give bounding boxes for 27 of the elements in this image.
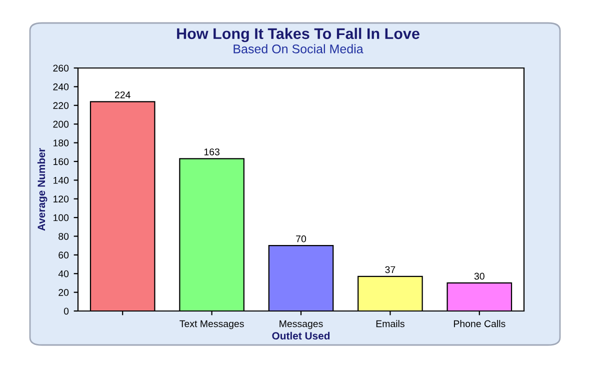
x-tick-label: Phone Calls [454,320,506,328]
y-tick-label: 160 [53,158,69,166]
data-label: 70 [296,235,306,242]
y-tick-label: 260 [53,64,69,72]
y-tick-label: 40 [58,270,69,278]
y-tick-label: 120 [53,196,69,202]
data-label: 224 [114,91,130,98]
data-label: 30 [474,272,484,280]
data-label: 37 [385,266,396,274]
x-axis-title: Outlet Used [272,332,330,340]
y-axis-title: Average Number [37,148,48,231]
x-tick-label: Messages [280,320,323,330]
y-tick-label: 80 [58,232,69,240]
y-tick-label: 140 [53,176,69,184]
y-tick-label: 20 [58,289,69,296]
y-tick-label: 0 [64,308,69,315]
y-tick-label: 240 [53,83,69,90]
y-tick-label: 200 [53,120,69,128]
chart-subtitle: Based On Social Media [234,44,364,54]
x-tick-label: Text Messages [180,320,244,330]
y-tick-label: 220 [53,102,69,110]
y-tick-label: 100 [53,214,69,222]
y-tick-label: 60 [58,252,69,259]
data-label: 163 [204,148,220,156]
chart-title: How Long It Takes To Fall In Love [177,28,420,42]
y-tick-label: 180 [53,140,69,146]
x-tick-label: Emails [376,320,404,328]
